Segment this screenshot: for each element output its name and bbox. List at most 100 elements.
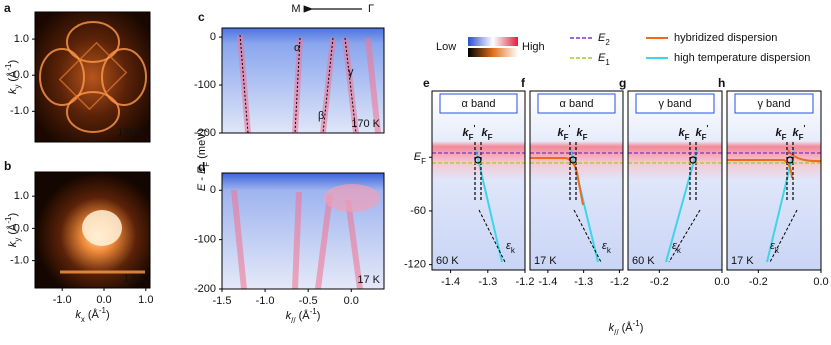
band-annotation: α xyxy=(294,42,301,54)
x-axis-label-part: k xyxy=(286,310,292,322)
legend-e1-label-part: 1 xyxy=(605,58,610,67)
kf-label-part: F xyxy=(799,133,804,142)
panel-frame xyxy=(431,90,526,271)
kf-label: kF xyxy=(576,127,587,142)
epsilon-label-part: k xyxy=(511,246,516,255)
panel-frame xyxy=(221,172,385,290)
hybridized-dispersion xyxy=(530,157,584,206)
x-axis-label-part: // xyxy=(614,328,619,337)
panel-frame xyxy=(34,11,151,143)
kf-label-part: k xyxy=(481,127,488,139)
x-tick-label: 1.0 xyxy=(138,294,153,306)
kf-label-part: ' xyxy=(474,124,476,133)
epsilon-label-part: k xyxy=(607,246,612,255)
kf-label-part: k xyxy=(696,127,703,139)
legend-high: High xyxy=(522,41,545,53)
y-tick-label: 0.0 xyxy=(14,69,29,81)
x-axis-label: k// (Å-1) xyxy=(286,307,321,325)
kf-label: kF xyxy=(678,127,689,142)
x-axis-label: kx (Å-1) xyxy=(75,306,109,324)
peak-marker xyxy=(689,156,697,164)
y-tick-label: -120 xyxy=(404,259,426,271)
y-tick-label: -100 xyxy=(194,234,216,246)
band-streak xyxy=(365,37,381,134)
kf-label-part: F xyxy=(685,133,690,142)
panel-label: g xyxy=(619,76,626,90)
y-tick-label: 0.0 xyxy=(14,222,29,234)
epsilon-label: εk xyxy=(506,240,516,255)
high-temp-dispersion xyxy=(665,149,698,263)
y-axis-label-part: y xyxy=(13,85,22,89)
x-axis-label: k// (Å-1) xyxy=(609,319,644,337)
x-tick-label: -1.0 xyxy=(53,294,72,306)
panel-label: f xyxy=(521,76,526,90)
x-tick-label: 0.0 xyxy=(344,295,359,307)
kf-label-part: F xyxy=(702,133,707,142)
y-axis-label-part: F xyxy=(202,162,211,167)
x-tick-label: -0.2 xyxy=(749,276,768,288)
x-axis-label-part: (Å xyxy=(296,309,311,322)
temperature-label: 17 K xyxy=(534,255,557,267)
panel-label: e xyxy=(423,76,430,90)
title-box xyxy=(537,93,616,114)
epsilon-label-part: ε xyxy=(770,240,775,252)
x-axis-label-part: (Å xyxy=(85,308,100,321)
band-streak xyxy=(231,189,247,290)
temperature-label: 17 K xyxy=(123,273,146,285)
panel-frame xyxy=(34,171,151,289)
x-axis-label-part: x xyxy=(81,315,85,324)
panel-images xyxy=(35,12,822,290)
band-annotation: β xyxy=(318,110,324,122)
x-axis-label-part: k xyxy=(609,322,615,334)
y-axis-label-part: (meV) xyxy=(196,129,208,162)
y-axis-label: ky (Å-1) xyxy=(4,60,22,94)
panel-title: γ band xyxy=(658,98,691,110)
y-tick-label: -200 xyxy=(194,283,216,295)
y-tick-label: 1.0 xyxy=(14,33,29,45)
panel-title: α band xyxy=(462,98,496,110)
x-tick-label: 0.0 xyxy=(714,276,729,288)
panel-image xyxy=(35,12,150,142)
y-axis-label-part: k xyxy=(7,241,19,247)
y-axis-label-part: (Å xyxy=(6,223,19,238)
kf-label-part: F xyxy=(583,133,588,142)
panel-label: c xyxy=(198,10,205,24)
epsilon-label-part: ε xyxy=(602,240,607,252)
temperature-label: 17 K xyxy=(731,255,754,267)
dispersion-guide xyxy=(668,209,701,263)
title-box xyxy=(439,93,518,114)
y-axis-label-part: ) xyxy=(7,213,19,217)
y-axis-label-part: E xyxy=(196,183,208,191)
y-axis-label: ky (Å-1) xyxy=(4,213,22,247)
kf-label: kF' xyxy=(463,124,476,142)
x-tick-label: 0.0 xyxy=(813,276,828,288)
panel-image xyxy=(530,91,623,270)
y-axis-label-part: k xyxy=(7,88,19,94)
x-tick-label: -0.5 xyxy=(299,295,318,307)
x-tick-label: -0.2 xyxy=(650,276,669,288)
panel-frame xyxy=(529,90,624,271)
y-axis-label-part: - E xyxy=(196,166,208,184)
panel-title: α band xyxy=(560,98,594,110)
y-tick-label: EF xyxy=(414,151,426,166)
hybridized-dispersion xyxy=(727,149,822,179)
temperature-label: 60 K xyxy=(436,255,459,267)
temperature-label: 17 K xyxy=(357,274,380,286)
kf-label-part: k xyxy=(678,127,685,139)
kf-label-part: k xyxy=(576,127,583,139)
legend-e1-label-part: E xyxy=(598,52,606,64)
y-tick-label: -100 xyxy=(194,79,216,91)
kf-label: kF' xyxy=(696,124,709,142)
band-streak xyxy=(320,37,336,134)
kf-label: kF' xyxy=(558,124,571,142)
x-axis-label-part: ) xyxy=(640,322,644,334)
fermi-contour xyxy=(101,48,147,106)
panel-label: d xyxy=(198,160,205,174)
temperature-label: 170 K xyxy=(351,118,380,130)
panel-frame xyxy=(726,90,822,271)
temperature-label: 60 K xyxy=(632,255,655,267)
kf-label-part: k xyxy=(558,127,565,139)
legend-hybrid-label: hybridized dispersion xyxy=(674,32,777,44)
